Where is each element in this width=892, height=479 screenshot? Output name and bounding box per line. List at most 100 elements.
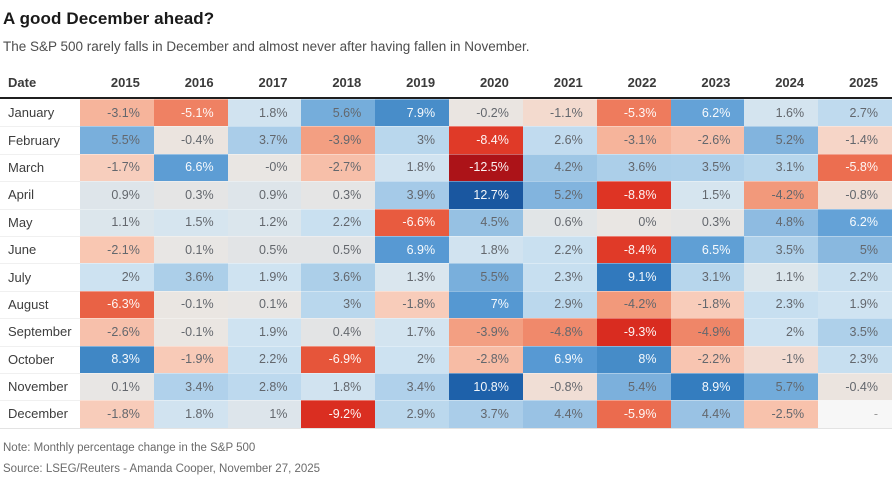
table-row: February 5.5% -0.4% 3.7% -3.9% 3% -8.4% 2.6% -3.…: [0, 126, 892, 154]
value-cell: 1.9%: [227, 263, 302, 291]
value-cell: 3.7%: [449, 400, 523, 429]
chart-subtitle: The S&P 500 rarely falls in December and…: [3, 39, 530, 54]
value-cell: -4.8%: [522, 318, 597, 346]
table-row: July 2% 3.6% 1.9% 3.6% 1.3% 5.5% 2.3% 9.1% 3.1% 1.…: [0, 263, 892, 291]
value-cell: 0.3%: [153, 181, 228, 209]
year-column-header: 2016: [153, 70, 228, 99]
value-cell: -6.9%: [301, 345, 376, 373]
value-cell: -6.3%: [80, 290, 154, 319]
value-cell: 3.6%: [301, 263, 376, 291]
value-cell: -0%: [227, 153, 302, 182]
value-cell: 0.3%: [301, 181, 376, 209]
chart-source: Source: LSEG/Reuters - Amanda Cooper, No…: [3, 462, 321, 475]
value-cell: 5%: [818, 235, 892, 264]
table-row: August -6.3% -0.1% 0.1% 3% -1.8% 7% 2.9% -4.2% -1…: [0, 290, 892, 319]
value-cell: 0.1%: [227, 290, 302, 319]
value-cell: 1.1%: [80, 208, 154, 236]
value-cell: 0.5%: [301, 235, 376, 264]
month-label: November: [0, 372, 80, 401]
value-cell: -2.5%: [744, 400, 819, 429]
value-cell: -5.3%: [596, 99, 671, 127]
month-label: October: [0, 345, 80, 373]
value-cell: 6.2%: [670, 99, 745, 127]
value-cell: 1.9%: [227, 318, 302, 346]
value-cell: 2.3%: [818, 345, 892, 373]
value-cell: 3.5%: [818, 318, 892, 346]
table-row: December -1.8% 1.8% 1% -9.2% 2.9% 3.7% 4.4% -5.9…: [0, 400, 892, 429]
value-cell: 0.1%: [153, 235, 228, 264]
table-row: January -3.1% -5.1% 1.8% 5.6% 7.9% -0.2% -1.1% -…: [0, 99, 892, 127]
value-cell: 5.5%: [449, 263, 523, 291]
value-cell: -1.9%: [153, 345, 228, 373]
value-cell: -0.4%: [153, 126, 228, 154]
value-cell: 2.9%: [375, 400, 450, 429]
value-cell: -3.9%: [301, 126, 376, 154]
table-row: March -1.7% 6.6% -0% -2.7% 1.8% -12.5% 4.2% 3.6%…: [0, 153, 892, 182]
table-row: June -2.1% 0.1% 0.5% 0.5% 6.9% 1.8% 2.2% -8.4% 6.…: [0, 235, 892, 264]
table-header: Date 2015 2016 2017 2018 2019 2020 2021 2022 2023…: [0, 70, 892, 99]
year-column-header: 2025: [818, 70, 892, 99]
value-cell: 3.1%: [744, 153, 819, 182]
value-cell: 0.1%: [80, 372, 154, 401]
value-cell: 2.3%: [744, 290, 819, 319]
value-cell: -3.1%: [80, 99, 154, 127]
value-cell: 3.6%: [596, 153, 671, 182]
value-cell: 1.8%: [227, 99, 302, 127]
year-column-header: 2024: [744, 70, 819, 99]
value-cell: -5.8%: [818, 153, 892, 182]
value-cell: 5.2%: [522, 181, 597, 209]
heatmap-table: Date 2015 2016 2017 2018 2019 2020 2021 2022 2023…: [0, 70, 892, 429]
value-cell: -12.5%: [449, 153, 523, 182]
value-cell: 4.5%: [449, 208, 523, 236]
value-cell: -1.1%: [522, 99, 597, 127]
month-label: January: [0, 99, 80, 127]
value-cell: 1.5%: [153, 208, 228, 236]
value-cell: -9.3%: [596, 318, 671, 346]
value-cell: -3.1%: [596, 126, 671, 154]
value-cell: 2.8%: [227, 372, 302, 401]
value-cell: 1.5%: [670, 181, 745, 209]
month-label: May: [0, 208, 80, 236]
value-cell: 0.3%: [670, 208, 745, 236]
year-column-header: 2015: [80, 70, 154, 99]
value-cell: 0.4%: [301, 318, 376, 346]
value-cell: -1.8%: [80, 400, 154, 429]
value-cell: -1.4%: [818, 126, 892, 154]
value-cell: -4.2%: [744, 181, 819, 209]
table-row: November 0.1% 3.4% 2.8% 1.8% 3.4% 10.8% -0.8% 5.…: [0, 372, 892, 401]
month-label: December: [0, 400, 80, 429]
value-cell: 1.3%: [375, 263, 450, 291]
value-cell: -0.4%: [818, 372, 892, 401]
value-cell: 1.9%: [818, 290, 892, 319]
value-cell: 1.8%: [301, 372, 376, 401]
value-cell: 5.5%: [80, 126, 154, 154]
value-cell: 4.4%: [670, 400, 745, 429]
year-column-header: 2020: [449, 70, 523, 99]
month-label: September: [0, 318, 80, 346]
value-cell: 2%: [80, 263, 154, 291]
value-cell: 0.6%: [522, 208, 597, 236]
value-cell: 2.2%: [818, 263, 892, 291]
value-cell: -0.8%: [818, 181, 892, 209]
value-cell: 12.7%: [449, 181, 523, 209]
value-cell: -8.4%: [449, 126, 523, 154]
value-cell: -1%: [744, 345, 819, 373]
year-column-header: 2022: [596, 70, 671, 99]
value-cell: 4.2%: [522, 153, 597, 182]
value-cell: 2.7%: [818, 99, 892, 127]
value-cell: 0.9%: [80, 181, 154, 209]
table-row: April 0.9% 0.3% 0.9% 0.3% 3.9% 12.7% 5.2% -8.8% 1…: [0, 181, 892, 209]
value-cell: 2.6%: [522, 126, 597, 154]
value-cell: 8.9%: [670, 372, 745, 401]
month-label: June: [0, 235, 80, 264]
value-cell: -0.1%: [153, 318, 228, 346]
value-cell: 2%: [375, 345, 450, 373]
year-column-header: 2018: [301, 70, 376, 99]
value-cell: 1%: [227, 400, 302, 429]
value-cell: -4.9%: [670, 318, 745, 346]
value-cell: -4.2%: [596, 290, 671, 319]
chart-note: Note: Monthly percentage change in the S…: [3, 441, 256, 454]
value-cell: 2.2%: [522, 235, 597, 264]
year-column-header: 2017: [227, 70, 302, 99]
